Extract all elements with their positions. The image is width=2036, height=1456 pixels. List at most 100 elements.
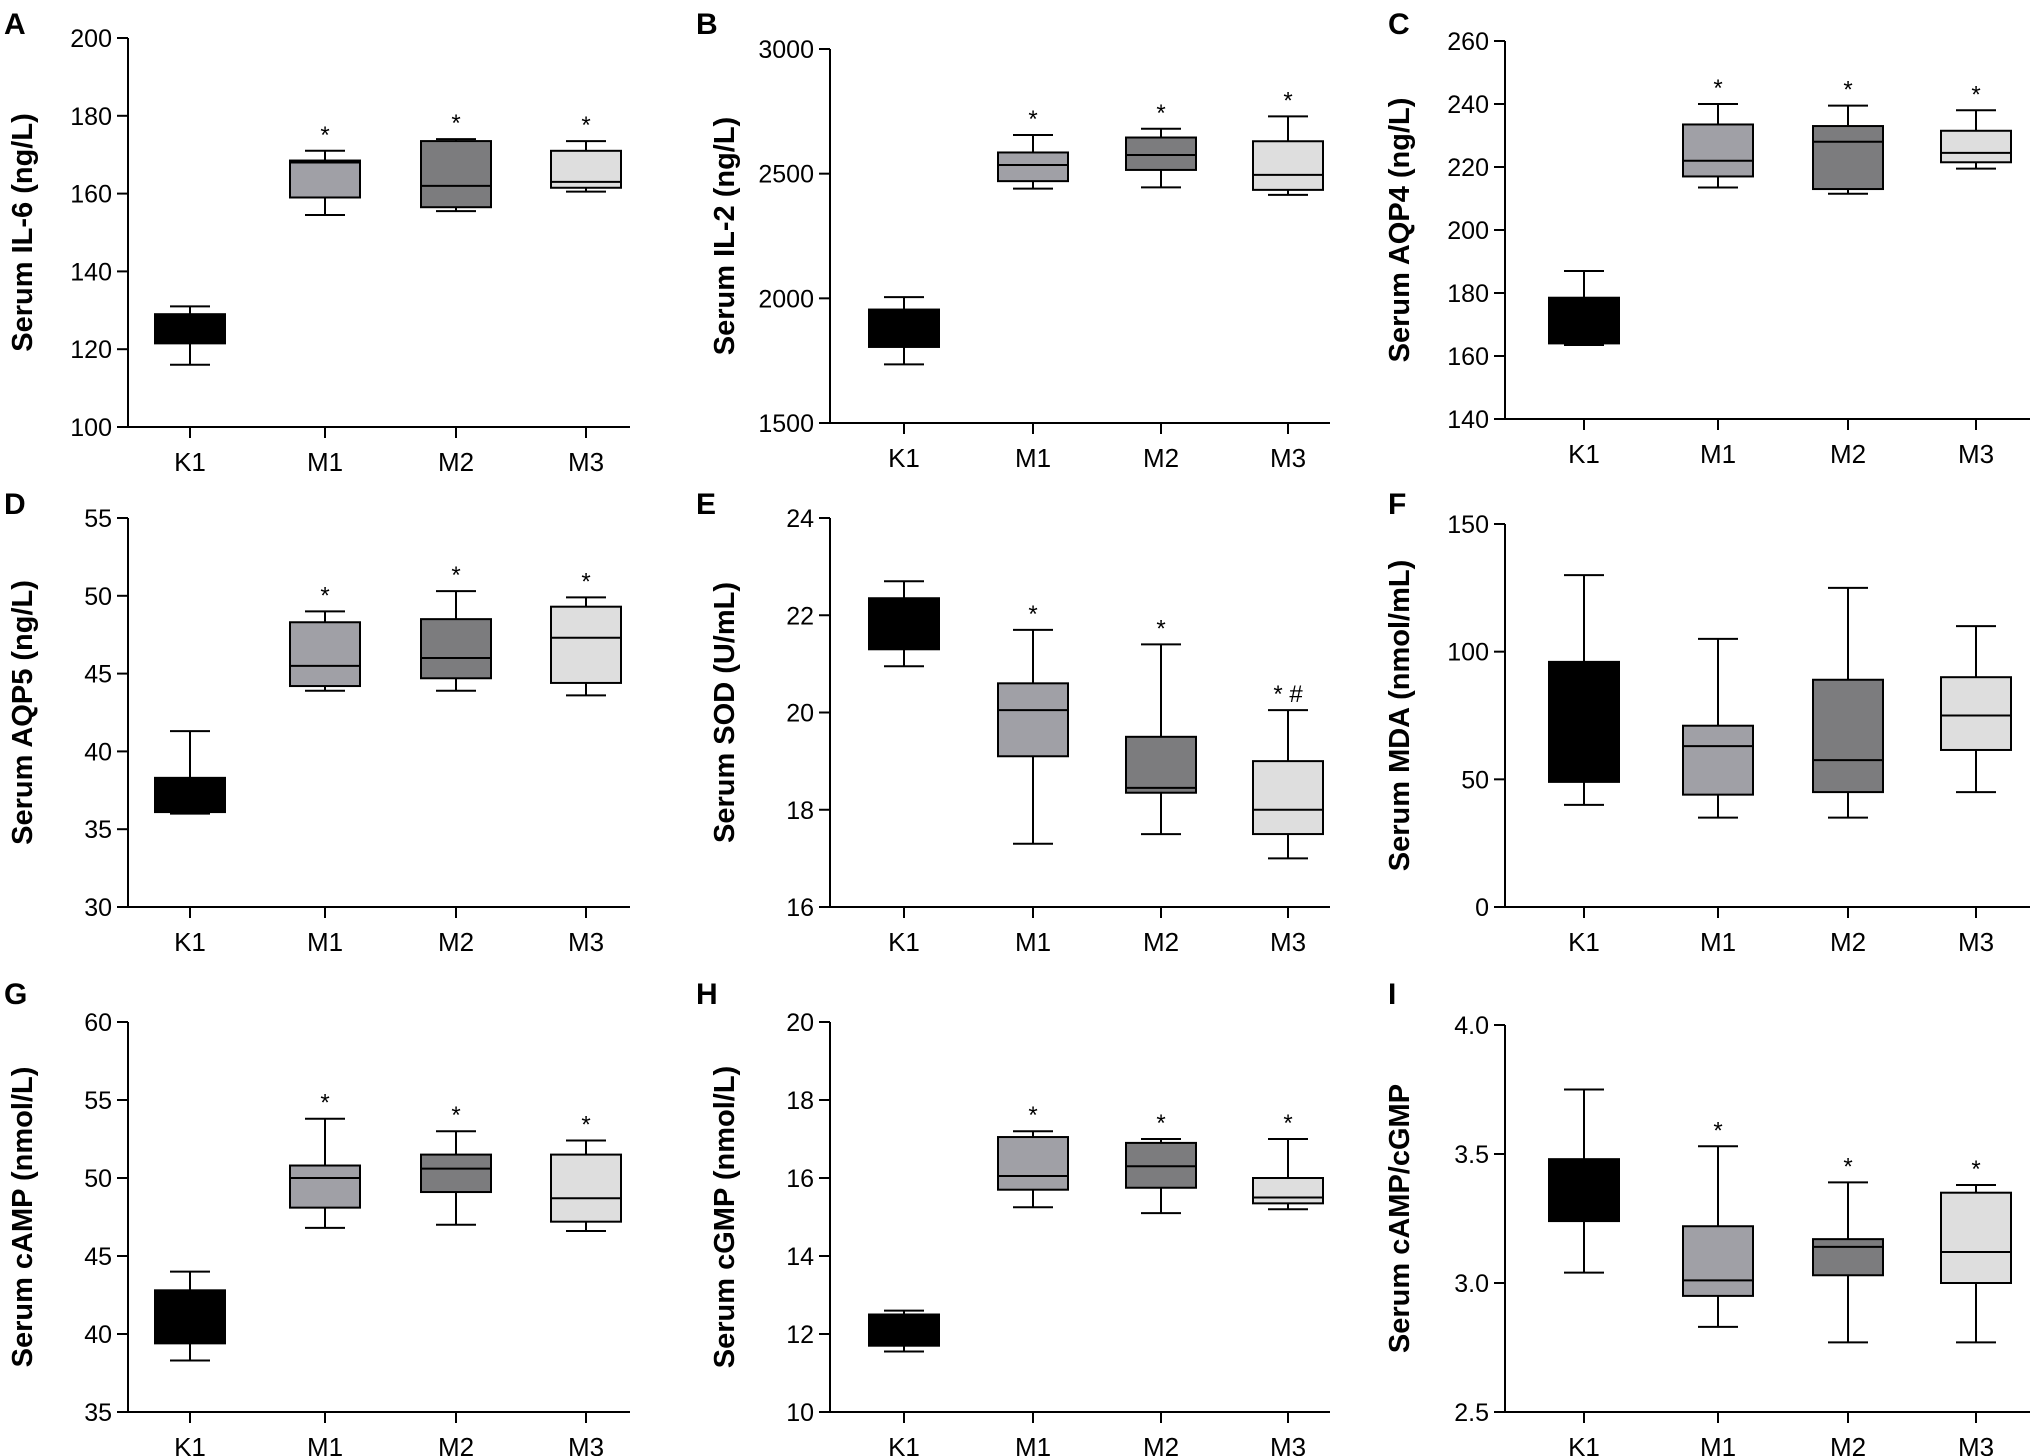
- box-M2: M2 *: [1125, 1110, 1197, 1456]
- box-K1: K1: [1548, 269, 1620, 469]
- box-M1: M1 *: [997, 601, 1069, 957]
- iqr-box: [1682, 1225, 1754, 1297]
- panel-G: G 35 40 45 50 55 60 Serum cAMP (nmol/L) K1 M1 * M2 *…: [4, 978, 630, 1456]
- iqr-box: [868, 1313, 940, 1347]
- y-axis-title: Serum IL-2 (ng/L): [709, 117, 741, 355]
- y-tick-label: 3.5: [1454, 1141, 1489, 1169]
- y-tick-label: 2500: [758, 161, 814, 189]
- x-category-label: M1: [307, 447, 343, 477]
- box-M2: M2: [1812, 586, 1884, 957]
- y-tick-label: 120: [70, 336, 112, 364]
- box-K1: K1: [154, 305, 226, 477]
- significance-marker: *: [320, 122, 329, 149]
- panel-letter: C: [1388, 8, 1410, 41]
- y-axis-title: Serum MDA (nmol/mL): [1384, 560, 1416, 871]
- x-category-label: K1: [1568, 1432, 1600, 1456]
- box-K1: K1: [868, 580, 940, 957]
- iqr-box: [997, 682, 1069, 758]
- significance-marker: *: [320, 582, 329, 609]
- significance-marker: *: [1283, 87, 1292, 114]
- x-category-label: M2: [438, 1432, 474, 1456]
- iqr-box: [1252, 140, 1324, 191]
- y-tick-label: 24: [786, 505, 814, 533]
- box-K1: K1: [868, 1309, 940, 1456]
- y-tick-label: 14: [786, 1243, 814, 1271]
- y-tick-label: 100: [70, 414, 112, 442]
- box-M1: M1 *: [997, 106, 1069, 473]
- x-category-label: M2: [1143, 927, 1179, 957]
- x-category-label: M3: [1270, 927, 1306, 957]
- x-category-label: M1: [1015, 1432, 1051, 1456]
- x-category-label: K1: [174, 1432, 206, 1456]
- y-tick-label: 220: [1447, 154, 1489, 182]
- significance-marker: *: [581, 1112, 590, 1139]
- iqr-box: [1812, 125, 1884, 191]
- panel-H: H 10 12 14 16 18 20 Serum cGMP (nmol/L) K1 M1 * M2 *…: [696, 978, 1330, 1456]
- panel-A: A 100 120 140 160 180 200 Serum IL-6 (ng/L) K1 M1…: [4, 8, 630, 477]
- x-category-label: M2: [1830, 927, 1866, 957]
- x-category-label: K1: [1568, 927, 1600, 957]
- x-category-label: K1: [174, 447, 206, 477]
- box-M3: M3 *: [1252, 1110, 1324, 1456]
- x-category-label: M1: [1015, 927, 1051, 957]
- x-category-label: M1: [1700, 439, 1736, 469]
- y-tick-label: 200: [1447, 217, 1489, 245]
- y-tick-label: 2000: [758, 285, 814, 313]
- iqr-box: [1125, 735, 1197, 794]
- iqr-box: [1812, 1238, 1884, 1277]
- x-category-label: M2: [1143, 443, 1179, 473]
- y-tick-label: 22: [786, 602, 814, 630]
- panel-C: C 140 160 180 200 220 240 260 Serum AQP4 (ng/L) K…: [1384, 8, 2030, 469]
- y-tick-label: 30: [84, 894, 112, 922]
- significance-marker: *: [1283, 1110, 1292, 1137]
- box-K1: K1: [1548, 574, 1620, 957]
- y-tick-label: 160: [1447, 343, 1489, 371]
- box-M3: M3 *: [550, 568, 622, 957]
- y-tick-label: 180: [1447, 280, 1489, 308]
- x-category-label: K1: [888, 927, 920, 957]
- box-M3: M3 *: [1940, 1156, 2012, 1456]
- panel-letter: B: [696, 8, 718, 41]
- iqr-box: [868, 308, 940, 348]
- significance-marker: *: [1028, 106, 1037, 133]
- x-category-label: M2: [1143, 1432, 1179, 1456]
- y-tick-label: 16: [786, 1165, 814, 1193]
- significance-marker: *: [1843, 77, 1852, 104]
- iqr-box: [289, 159, 361, 199]
- box-M2: M2 *: [420, 1102, 492, 1456]
- x-category-label: M1: [1015, 443, 1051, 473]
- x-category-label: M2: [1830, 439, 1866, 469]
- x-category-label: M2: [438, 927, 474, 957]
- y-tick-label: 50: [84, 583, 112, 611]
- y-axis-title: Serum AQP4 (ng/L): [1384, 98, 1416, 363]
- x-category-label: K1: [1568, 439, 1600, 469]
- significance-marker: *: [1156, 615, 1165, 642]
- iqr-box: [1682, 123, 1754, 178]
- y-tick-label: 18: [786, 797, 814, 825]
- iqr-box: [997, 1136, 1069, 1191]
- y-tick-label: 10: [786, 1399, 814, 1427]
- y-tick-label: 20: [786, 1009, 814, 1037]
- significance-marker: *: [320, 1090, 329, 1117]
- y-tick-label: 50: [1461, 766, 1489, 794]
- y-tick-label: 55: [84, 1087, 112, 1115]
- y-tick-label: 100: [1447, 639, 1489, 667]
- x-category-label: M1: [307, 927, 343, 957]
- significance-marker: *: [1843, 1153, 1852, 1180]
- box-M1: M1 *: [289, 122, 361, 477]
- y-axis-title: Serum cAMP/cGMP: [1384, 1084, 1416, 1353]
- y-tick-label: 50: [84, 1165, 112, 1193]
- iqr-box: [1125, 136, 1197, 171]
- box-M1: M1 *: [289, 582, 361, 957]
- box-M1: M1 *: [997, 1102, 1069, 1456]
- significance-marker: *: [581, 112, 590, 139]
- y-tick-label: 1500: [758, 410, 814, 438]
- box-M3: M3 *: [550, 112, 622, 477]
- y-tick-label: 45: [84, 1243, 112, 1271]
- y-tick-label: 20: [786, 700, 814, 728]
- iqr-box: [1548, 296, 1620, 345]
- y-tick-label: 35: [84, 1399, 112, 1427]
- x-category-label: M1: [307, 1432, 343, 1456]
- y-tick-label: 3000: [758, 36, 814, 64]
